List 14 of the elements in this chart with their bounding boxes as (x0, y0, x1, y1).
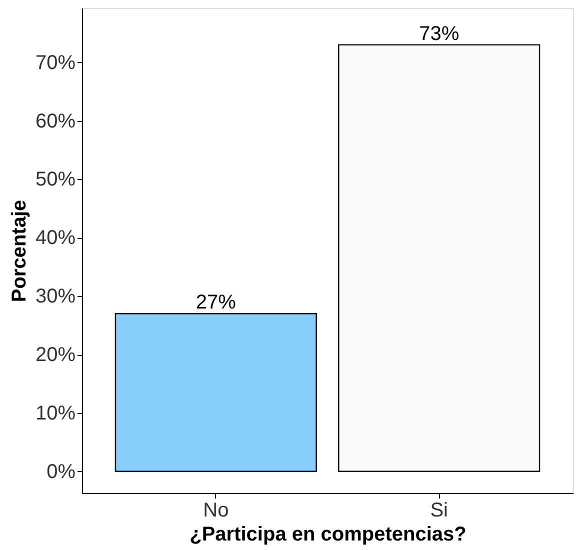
y-tick-label: 10% (35, 402, 76, 424)
y-tick-label: 60% (35, 110, 76, 132)
x-tick-label: No (203, 500, 229, 522)
y-tick-label: 30% (35, 286, 76, 308)
y-tick-label: 20% (35, 344, 76, 366)
x-axis-title: ¿Participa en competencias? (190, 524, 466, 546)
y-tick-label: 40% (35, 227, 76, 250)
data-label: 27% (196, 292, 236, 314)
y-axis-title: Porcentaje (8, 200, 30, 302)
y-tick-label: 70% (35, 52, 76, 74)
y-tick-label: 0% (46, 460, 76, 483)
y-tick-label: 50% (35, 168, 76, 191)
data-label: 73% (419, 22, 460, 45)
x-tick-label: Si (430, 500, 448, 522)
